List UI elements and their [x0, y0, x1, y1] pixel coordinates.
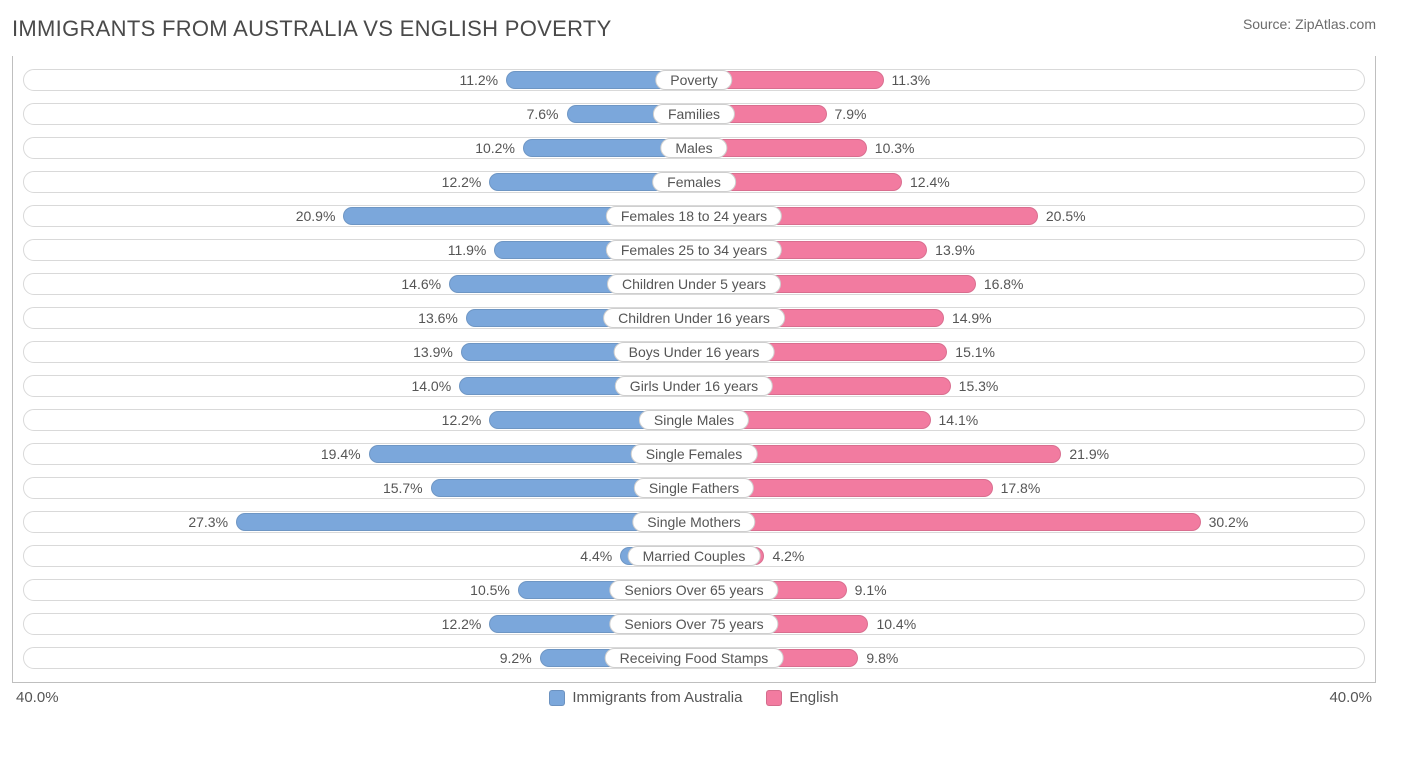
chart-row: 10.5% 9.1% Seniors Over 65 years — [23, 574, 1365, 606]
axis-max-left: 40.0% — [16, 689, 59, 706]
chart-row: 14.0% 15.3% Girls Under 16 years — [23, 370, 1365, 402]
value-label-left: 13.6% — [418, 310, 458, 326]
value-label-right: 4.2% — [772, 548, 804, 564]
value-label-left: 12.2% — [442, 412, 482, 428]
value-label-right: 11.3% — [892, 72, 931, 88]
value-label-right: 14.1% — [939, 412, 979, 428]
value-label-left: 12.2% — [442, 616, 482, 632]
chart-row: 11.9% 13.9% Females 25 to 34 years — [23, 234, 1365, 266]
category-label: Seniors Over 75 years — [609, 614, 778, 634]
axis-max-right: 40.0% — [1329, 689, 1372, 706]
category-label: Single Mothers — [632, 512, 755, 532]
value-label-right: 7.9% — [835, 106, 867, 122]
category-label: Single Females — [631, 444, 758, 464]
chart-row: 12.2% 14.1% Single Males — [23, 404, 1365, 436]
legend-label-left: Immigrants from Australia — [572, 689, 742, 706]
legend-item-right: English — [766, 689, 838, 706]
legend-label-right: English — [789, 689, 838, 706]
value-label-left: 19.4% — [321, 446, 361, 462]
value-label-right: 9.8% — [866, 650, 898, 666]
bar-left — [236, 513, 694, 531]
chart-row: 7.6% 7.9% Families — [23, 98, 1365, 130]
chart-row: 13.6% 14.9% Children Under 16 years — [23, 302, 1365, 334]
category-label: Children Under 5 years — [607, 274, 781, 294]
footer: 40.0% Immigrants from Australia English … — [12, 689, 1376, 706]
legend: Immigrants from Australia English — [549, 689, 838, 706]
value-label-right: 13.9% — [935, 242, 975, 258]
category-label: Girls Under 16 years — [615, 376, 773, 396]
chart-row: 15.7% 17.8% Single Fathers — [23, 472, 1365, 504]
value-label-left: 12.2% — [442, 174, 482, 190]
chart-row: 19.4% 21.9% Single Females — [23, 438, 1365, 470]
category-label: Receiving Food Stamps — [605, 648, 784, 668]
chart-title: IMMIGRANTS FROM AUSTRALIA VS ENGLISH POV… — [12, 16, 612, 42]
value-label-right: 20.5% — [1046, 208, 1086, 224]
category-label: Single Fathers — [634, 478, 754, 498]
chart-row: 12.2% 12.4% Females — [23, 166, 1365, 198]
legend-swatch-left — [549, 690, 565, 706]
category-label: Females — [652, 172, 736, 192]
value-label-left: 10.2% — [475, 140, 515, 156]
value-label-left: 20.9% — [296, 208, 336, 224]
bar-right — [694, 513, 1201, 531]
value-label-right: 9.1% — [855, 582, 887, 598]
value-label-left: 27.3% — [188, 514, 228, 530]
chart-row: 27.3% 30.2% Single Mothers — [23, 506, 1365, 538]
chart-row: 4.4% 4.2% Married Couples — [23, 540, 1365, 572]
chart-container: IMMIGRANTS FROM AUSTRALIA VS ENGLISH POV… — [0, 0, 1406, 758]
value-label-right: 17.8% — [1001, 480, 1041, 496]
category-label: Males — [660, 138, 727, 158]
header: IMMIGRANTS FROM AUSTRALIA VS ENGLISH POV… — [12, 16, 1376, 42]
source-name: ZipAtlas.com — [1295, 16, 1376, 32]
value-label-left: 7.6% — [527, 106, 559, 122]
category-label: Poverty — [655, 70, 732, 90]
chart-row: 10.2% 10.3% Males — [23, 132, 1365, 164]
value-label-left: 9.2% — [500, 650, 532, 666]
value-label-left: 10.5% — [470, 582, 510, 598]
value-label-left: 15.7% — [383, 480, 423, 496]
value-label-right: 15.3% — [959, 378, 999, 394]
category-label: Single Males — [639, 410, 749, 430]
category-label: Families — [653, 104, 735, 124]
chart-row: 13.9% 15.1% Boys Under 16 years — [23, 336, 1365, 368]
value-label-right: 21.9% — [1069, 446, 1109, 462]
value-label-left: 13.9% — [413, 344, 453, 360]
value-label-left: 14.6% — [401, 276, 441, 292]
chart-row: 9.2% 9.8% Receiving Food Stamps — [23, 642, 1365, 674]
value-label-left: 14.0% — [411, 378, 451, 394]
category-label: Seniors Over 65 years — [609, 580, 778, 600]
value-label-right: 12.4% — [910, 174, 950, 190]
value-label-left: 11.2% — [459, 72, 498, 88]
value-label-right: 14.9% — [952, 310, 992, 326]
legend-item-left: Immigrants from Australia — [549, 689, 742, 706]
source-prefix: Source: — [1243, 16, 1295, 32]
category-label: Females 25 to 34 years — [606, 240, 782, 260]
value-label-right: 16.8% — [984, 276, 1024, 292]
chart-row: 14.6% 16.8% Children Under 5 years — [23, 268, 1365, 300]
value-label-right: 10.3% — [875, 140, 915, 156]
plot-area: 11.2%11.3%Poverty7.6%7.9%Families10.2%10… — [12, 56, 1376, 683]
value-label-left: 11.9% — [448, 242, 487, 258]
chart-row: 20.9% 20.5% Females 18 to 24 years — [23, 200, 1365, 232]
chart-row: 12.2% 10.4% Seniors Over 75 years — [23, 608, 1365, 640]
value-label-right: 30.2% — [1209, 514, 1249, 530]
legend-swatch-right — [766, 690, 782, 706]
value-label-right: 15.1% — [955, 344, 995, 360]
category-label: Females 18 to 24 years — [606, 206, 782, 226]
category-label: Children Under 16 years — [603, 308, 785, 328]
value-label-left: 4.4% — [580, 548, 612, 564]
category-label: Boys Under 16 years — [614, 342, 775, 362]
source-attribution: Source: ZipAtlas.com — [1243, 16, 1376, 32]
value-label-right: 10.4% — [876, 616, 916, 632]
category-label: Married Couples — [628, 546, 761, 566]
chart-row: 11.2% 11.3% Poverty — [23, 64, 1365, 96]
